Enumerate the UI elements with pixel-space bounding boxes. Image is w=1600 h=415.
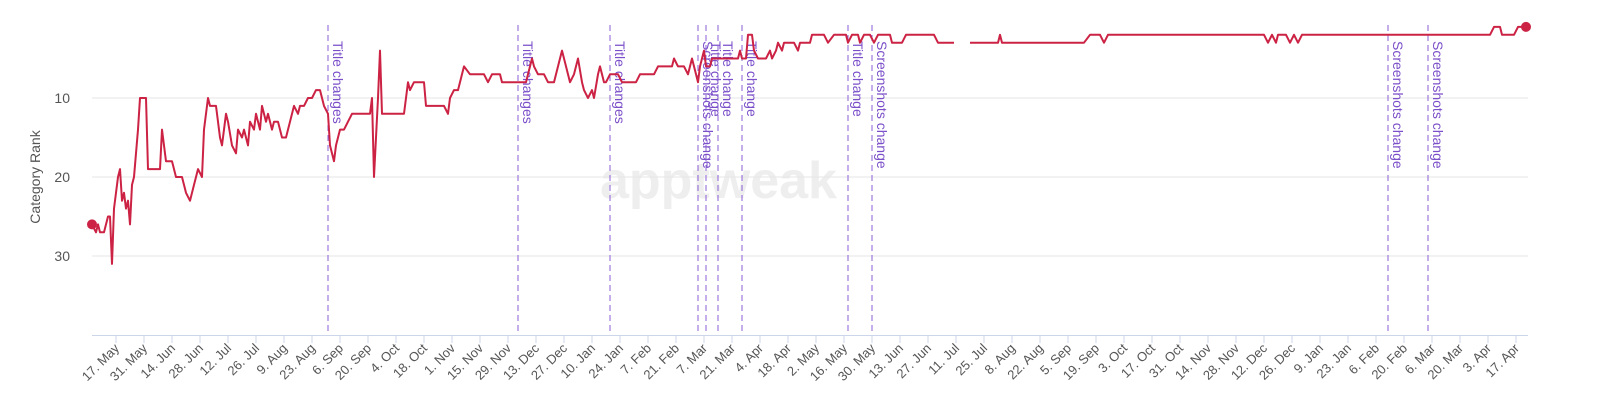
- y-tick-label: 30: [54, 248, 70, 264]
- y-axis-label: Category Rank: [27, 129, 43, 223]
- end-point: [87, 219, 97, 230]
- x-tick-label: 26. Jul: [224, 340, 262, 378]
- annotation-label: Screenshots change: [1430, 41, 1446, 169]
- rank-line: [91, 25, 1526, 265]
- annotation-label: Title changes: [330, 41, 346, 124]
- y-tick-label: 10: [54, 90, 70, 106]
- end-point: [1521, 21, 1531, 32]
- annotation-label: Title changes: [612, 41, 628, 124]
- annotation-label: Screenshots change: [1390, 41, 1406, 169]
- watermark: apptweak: [600, 152, 837, 210]
- annotation-label: Title change: [850, 41, 866, 117]
- annotation-label: Title change: [744, 41, 760, 117]
- annotation-label: Screenshots change: [874, 41, 890, 169]
- annotation-label: Screenshots change: [700, 41, 716, 169]
- y-tick-label: 20: [54, 169, 70, 185]
- x-tick-label: 25. Jul: [952, 340, 990, 378]
- annotation-label: Title change: [720, 41, 736, 117]
